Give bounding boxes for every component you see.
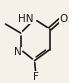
Text: O: O xyxy=(59,14,68,24)
Text: F: F xyxy=(33,72,39,82)
Text: HN: HN xyxy=(18,14,33,24)
Text: N: N xyxy=(14,47,22,57)
